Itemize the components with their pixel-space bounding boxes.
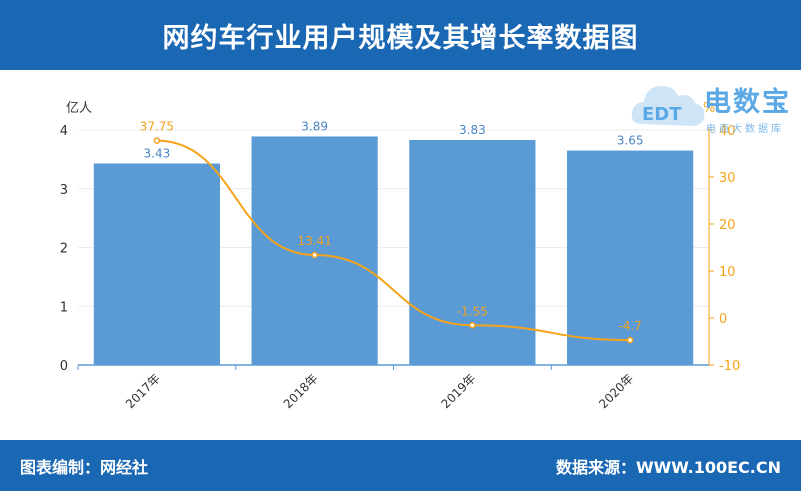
bar [409, 139, 536, 365]
chart-footer: 图表编制：网经社 数据来源：WWW.100EC.CN [0, 440, 801, 491]
y-left-tick-label: 4 [60, 124, 68, 139]
y-left-tick-label: 1 [60, 300, 68, 315]
chart-title: 网约车行业用户规模及其增长率数据图 [162, 22, 639, 54]
y-left-axis-title: 亿人 [66, 101, 92, 116]
x-tick-label: 2019年 [439, 371, 479, 411]
footer-credit: 图表编制：网经社 [20, 458, 149, 477]
bar [567, 150, 694, 365]
bar [251, 136, 378, 365]
line-value-label: 37.75 [140, 120, 174, 134]
x-tick-label: 2020年 [596, 371, 636, 411]
y-left-tick-label: 0 [60, 359, 68, 374]
cloud-logo-icon: EDT [631, 86, 705, 126]
y-right-tick-label: 0 [719, 312, 727, 327]
y-right-tick-label: 40 [719, 124, 736, 139]
x-tick-label: 2017年 [123, 371, 163, 411]
line-value-label: -1.55 [457, 304, 488, 318]
logo-sub: 电商大数据库 [706, 124, 784, 135]
logo-brand: 电数宝 [704, 87, 791, 118]
line-value-label: 13.41 [297, 234, 331, 248]
x-tick-label: 2018年 [281, 371, 321, 411]
chart-svg: 0 1 2 3 4 -10 0 10 20 30 40 亿人 % 3.43 3.89 3.83 3.65 2017… [60, 101, 741, 411]
y-right-tick-label: -10 [719, 359, 740, 374]
bar-value-label: 3.43 [144, 146, 171, 160]
bar-value-label: 3.89 [301, 119, 328, 133]
y-left-tick-label: 2 [60, 242, 68, 257]
bar-value-label: 3.83 [459, 123, 486, 137]
line-point [311, 251, 318, 259]
brand-logo: EDT 电数宝 电商大数据库 [628, 72, 798, 142]
y-right-tick-label: 10 [719, 265, 736, 280]
bar-value-label: 3.65 [617, 134, 644, 148]
chart-header: 网约车行业用户规模及其增长率数据图 [0, 0, 801, 70]
line-point [626, 336, 634, 344]
line-point [153, 137, 161, 144]
bar [93, 163, 220, 365]
logo-mark: EDT [642, 104, 682, 125]
growth-line [156, 139, 631, 342]
y-right-tick-label: 20 [719, 218, 736, 233]
footer-source: 数据来源：WWW.100EC.CN [555, 458, 781, 477]
y-right-axis-title: % [703, 101, 715, 116]
chart-area: 0 1 2 3 4 -10 0 10 20 30 40 亿人% 3.43 3.89 3.83 3.65 2017… [0, 70, 801, 440]
y-right-tick-label: 30 [719, 171, 736, 186]
line-value-label: -4.7 [618, 319, 641, 333]
line-point [469, 322, 476, 329]
y-left-tick-label: 3 [60, 183, 68, 198]
